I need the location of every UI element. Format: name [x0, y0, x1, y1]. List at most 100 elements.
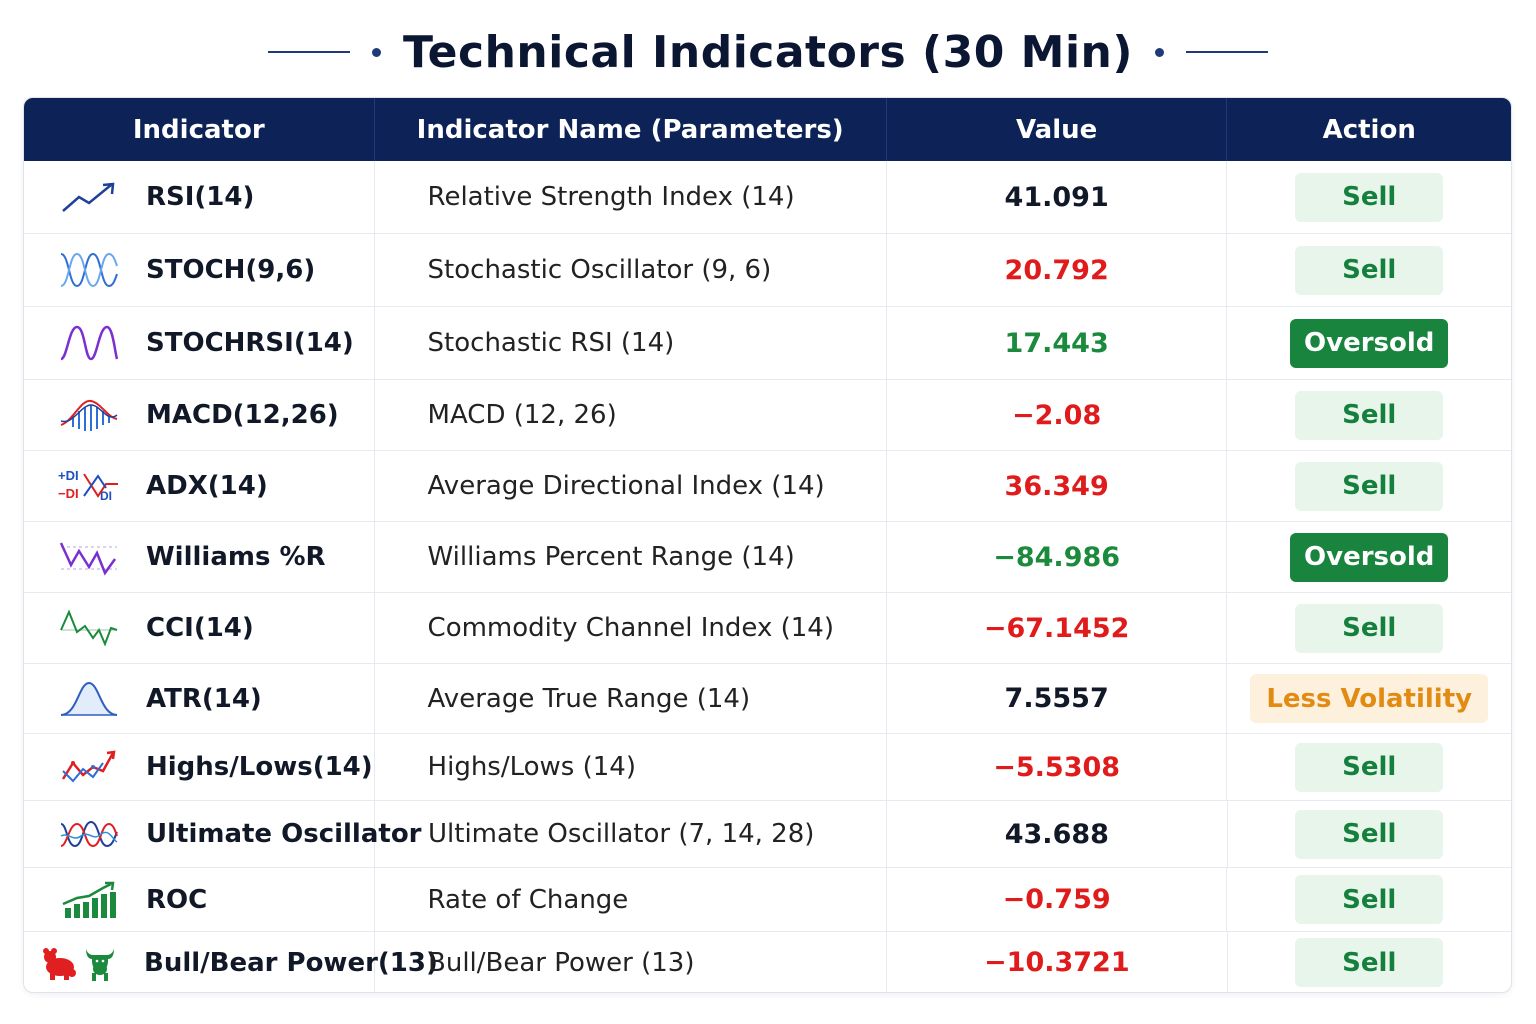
action-badge-less-volatility: Less Volatility — [1250, 674, 1489, 723]
adx-di-icon: +DI −DI DI — [58, 466, 120, 506]
bar-chart-up-icon — [58, 880, 120, 920]
action-cell: Sell — [1228, 932, 1511, 992]
indicator-label-bull-bear-power-13: Bull/Bear Power(13) — [144, 947, 438, 978]
title-bar: Technical Indicators (30 Min) — [0, 24, 1536, 80]
indicator-value: 17.443 — [887, 307, 1228, 379]
indicator-name-cell: Average Directional Index (14) — [375, 451, 887, 521]
indicator-value: −2.08 — [887, 380, 1228, 450]
macd-histogram-icon — [58, 395, 120, 435]
stochastic-wave-icon — [58, 250, 120, 290]
indicator-cell: STOCHRSI(14) — [24, 307, 375, 379]
indicator-value: 20.792 — [887, 234, 1228, 306]
table-row: +DI −DI DI ADX(14) Average Directional Index… — [24, 451, 1511, 522]
action-badge-sell: Sell — [1295, 390, 1444, 440]
title-right-dot — [1154, 47, 1164, 57]
indicator-name-cell: Relative Strength Index (14) — [375, 161, 887, 233]
column-header-value: Value — [887, 98, 1228, 161]
indicator-value: 36.349 — [887, 451, 1228, 521]
indicator-name-cell: Stochastic RSI (14) — [375, 307, 887, 379]
indicator-value: −5.5308 — [887, 734, 1228, 800]
action-badge-sell: Sell — [1295, 603, 1444, 653]
indicator-name-cell: Bull/Bear Power (13) — [375, 932, 888, 992]
indicator-cell: MACD(12,26) — [24, 380, 375, 450]
indicator-cell: ROC — [24, 868, 375, 931]
indicator-name-cell: Highs/Lows (14) — [375, 734, 887, 800]
indicator-cell: CCI(14) — [24, 593, 375, 663]
action-cell: Sell — [1227, 380, 1511, 450]
indicator-label-macd-12-26: MACD(12,26) — [146, 400, 339, 430]
trend-up-icon — [58, 177, 120, 217]
table-row: ROC Rate of Change −0.759 Sell — [24, 868, 1511, 932]
table-body: RSI(14) Relative Strength Index (14) 41.09… — [24, 161, 1511, 992]
indicator-value: −67.1452 — [887, 593, 1228, 663]
action-cell: Less Volatility — [1227, 664, 1511, 733]
column-header-action: Action — [1322, 114, 1416, 145]
action-badge-oversold: Oversold — [1290, 318, 1449, 368]
action-badge-sell: Sell — [1295, 742, 1444, 792]
action-cell: Sell — [1227, 868, 1511, 931]
table-row: RSI(14) Relative Strength Index (14) 41.09… — [24, 161, 1511, 234]
indicator-label-roc: ROC — [146, 884, 208, 915]
indicator-cell: Bull/Bear Power(13) — [24, 932, 438, 992]
action-cell: Oversold — [1227, 307, 1511, 379]
stochrsi-wave-icon — [58, 323, 120, 363]
indicator-label-atr-14: ATR(14) — [146, 683, 262, 714]
action-cell: Sell — [1227, 593, 1511, 663]
action-cell: Sell — [1227, 234, 1511, 306]
table-row: Highs/Lows(14) Highs/Lows (14) −5.5308 Sell — [24, 734, 1511, 801]
action-badge-sell: Sell — [1295, 172, 1444, 222]
indicator-name-cell: Commodity Channel Index (14) — [375, 593, 887, 663]
action-cell: Sell — [1228, 801, 1511, 867]
action-cell: Sell — [1227, 161, 1511, 233]
title-right-line — [1185, 51, 1268, 53]
indicator-cell: RSI(14) — [24, 161, 375, 233]
page-title: Technical Indicators (30 Min) — [403, 26, 1133, 78]
indicator-cell: Ultimate Oscillator — [24, 801, 422, 867]
indicators-table: Indicator Indicator Name (Parameters) Va… — [23, 97, 1512, 993]
indicator-name-cell: Ultimate Oscillator (7, 14, 28) — [375, 801, 888, 867]
table-row: Bull/Bear Power(13) Bull/Bear Power (13) −… — [24, 932, 1511, 992]
indicator-name-cell: Stochastic Oscillator (9, 6) — [375, 234, 887, 306]
indicator-label-cci-14: CCI(14) — [146, 613, 254, 643]
action-badge-sell: Sell — [1295, 461, 1444, 511]
svg-text:DI: DI — [100, 489, 112, 503]
column-header-indicator: Indicator — [24, 98, 375, 161]
indicator-name-cell: MACD (12, 26) — [375, 380, 887, 450]
indicator-cell: ATR(14) — [24, 664, 375, 733]
table-row: Williams %R Williams Percent Range (14) −8… — [24, 522, 1511, 593]
indicator-label-stoch-9-6: STOCH(9,6) — [146, 255, 316, 285]
indicator-label-williams-r: Williams %R — [146, 542, 326, 572]
cci-wave-icon — [58, 608, 120, 648]
indicator-label-rsi-14: RSI(14) — [146, 182, 255, 212]
action-cell: Sell — [1227, 734, 1511, 800]
indicator-value: −10.3721 — [887, 932, 1228, 992]
table-row: CCI(14) Commodity Channel Index (14) −67.1… — [24, 593, 1511, 664]
indicator-value: −84.986 — [887, 522, 1228, 592]
indicator-label-stochrsi-14: STOCHRSI(14) — [146, 328, 354, 358]
action-badge-sell: Sell — [1295, 875, 1444, 924]
indicator-label-adx-14: ADX(14) — [146, 471, 268, 501]
svg-text:+DI: +DI — [58, 468, 79, 483]
bell-curve-icon — [58, 679, 120, 719]
svg-text:−DI: −DI — [58, 486, 79, 501]
action-badge-oversold: Oversold — [1290, 532, 1449, 582]
indicator-name-cell: Average True Range (14) — [375, 664, 887, 733]
highs-lows-icon — [58, 747, 120, 787]
table-row: ATR(14) Average True Range (14) 7.5557 Less… — [24, 664, 1511, 734]
indicator-value: 41.091 — [887, 161, 1228, 233]
action-badge-sell: Sell — [1295, 245, 1444, 295]
action-cell: Sell — [1227, 451, 1511, 521]
title-left-dot — [372, 47, 381, 57]
indicator-label-ultimate-oscillator: Ultimate Oscillator — [146, 819, 422, 849]
table-row: STOCH(9,6) Stochastic Oscillator (9, 6) 20… — [24, 234, 1511, 307]
indicator-value: 43.688 — [887, 801, 1228, 867]
table-row: Ultimate Oscillator Ultimate Oscillator (… — [24, 801, 1511, 868]
action-cell: Oversold — [1227, 522, 1511, 592]
title-left-line — [268, 51, 350, 53]
ultimate-wave-icon — [58, 814, 120, 854]
indicator-cell: STOCH(9,6) — [24, 234, 375, 306]
indicator-cell: Williams %R — [24, 522, 375, 592]
table-row: STOCHRSI(14) Stochastic RSI (14) 17.443 Ove… — [24, 307, 1511, 380]
indicator-cell: +DI −DI DI ADX(14) — [24, 451, 375, 521]
indicator-name-cell: Rate of Change — [375, 868, 887, 931]
